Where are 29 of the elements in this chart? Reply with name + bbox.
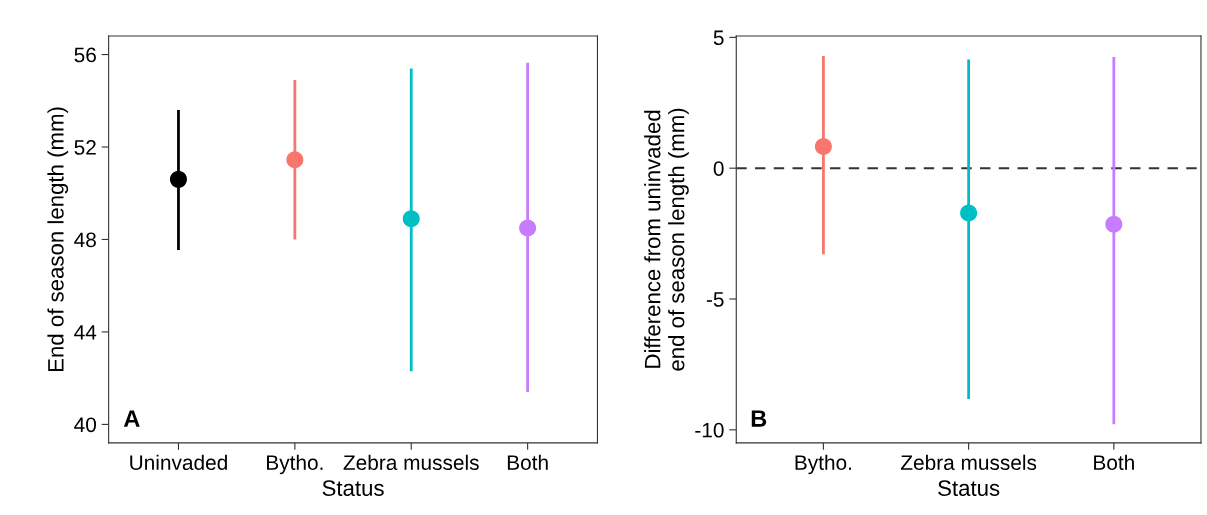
point — [402, 210, 420, 228]
point — [519, 219, 537, 237]
x-tick-label: Bytho. — [795, 454, 852, 475]
point — [814, 137, 832, 155]
y-tick-label: 48 — [74, 232, 96, 248]
x-tick-label: Bytho. — [267, 454, 323, 475]
point — [960, 204, 978, 222]
y-tick-label: 0 — [713, 161, 724, 176]
y-tick-label: 40 — [74, 417, 97, 433]
y-tick-label: -10 — [695, 422, 724, 438]
y-tick-label: 44 — [74, 325, 97, 340]
point — [1105, 215, 1123, 233]
x-tick-label: Zebra mussels — [900, 454, 1037, 471]
y-tick-label: 52 — [74, 140, 96, 155]
y-axis-title: End of season length (mm) — [47, 107, 69, 372]
y-tick-label: 5 — [713, 30, 724, 46]
x-axis-title: Status — [938, 480, 1000, 496]
point — [169, 170, 187, 188]
annotation: B — [751, 410, 767, 427]
x-tick-label: Zebra mussels — [343, 454, 479, 471]
x-tick-label: Uninvaded — [130, 454, 227, 471]
x-tick-label: Both — [1094, 454, 1134, 471]
x-axis-title: Status — [322, 480, 384, 496]
y-tick-label: -5 — [706, 292, 724, 307]
y-tick-label: 56 — [74, 47, 96, 63]
x-tick-label: Both — [507, 454, 548, 471]
point — [286, 151, 304, 169]
y-axis-title: Difference from uninvaded end of season length (mm) — [644, 108, 689, 371]
annotation: A — [123, 410, 140, 427]
